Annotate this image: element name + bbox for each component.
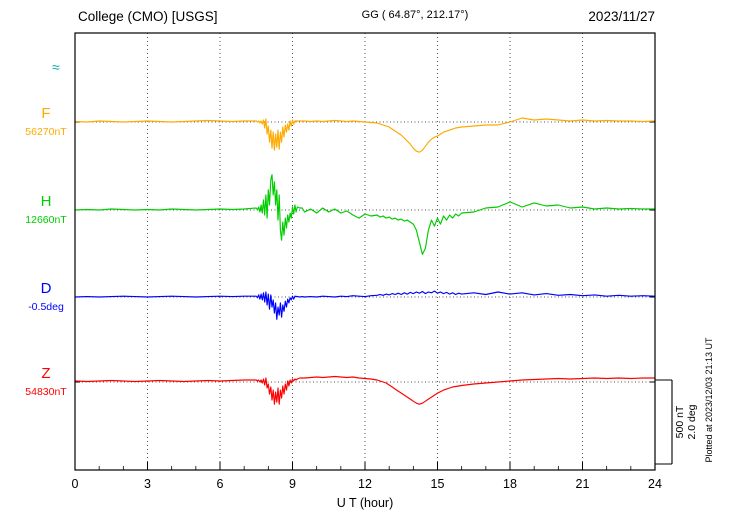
x-tick-label: 24	[648, 477, 662, 491]
gridlines	[147, 33, 583, 470]
x-axis-label: U T (hour)	[337, 496, 394, 510]
series-baseline-value-Z: 54830nT	[25, 386, 67, 398]
series-labels: F 56270nT H 12660nT D -0.5deg Z 54830nT	[25, 105, 67, 398]
traces	[74, 117, 656, 405]
series-baseline-value-D: -0.5deg	[28, 301, 64, 313]
series-letter-Z: Z	[41, 365, 50, 382]
x-tick-label: 15	[431, 477, 445, 491]
x-tick-label: 12	[358, 477, 372, 491]
series-letter-D: D	[41, 280, 52, 297]
series-baseline-value-F: 56270nT	[25, 126, 67, 138]
trace-Z	[74, 375, 656, 405]
x-tick-label: 6	[217, 477, 224, 491]
scalebar-bracket	[655, 379, 673, 465]
x-tick-label: 9	[289, 477, 296, 491]
station-title: College (CMO) [USGS]	[78, 9, 218, 24]
x-tick-label: 21	[576, 477, 590, 491]
series-baseline-value-H: 12660nT	[25, 214, 67, 226]
series-letter-F: F	[41, 105, 50, 122]
axis-ticks: 0 3 6 9 12 15 18 21 24	[72, 462, 662, 491]
trace-F	[74, 117, 656, 153]
series-letter-H: H	[41, 193, 52, 210]
scalebar-nt-label: 500 nT	[674, 405, 686, 438]
teal-wave-icon: ≈	[52, 59, 60, 75]
gg-coordinates: GG ( 64.87°, 212.17°)	[362, 9, 469, 21]
plotted-at-label: Plotted at 2023/12/03 21:13 UT	[704, 337, 714, 463]
x-tick-label: 18	[503, 477, 517, 491]
x-tick-label: 3	[144, 477, 151, 491]
plot-border	[74, 32, 656, 471]
trace-D	[74, 290, 656, 320]
x-tick-label: 0	[72, 477, 79, 491]
date-label: 2023/11/27	[588, 9, 655, 24]
scalebar-deg-label: 2.0 deg	[686, 404, 698, 439]
trace-H	[74, 174, 656, 255]
